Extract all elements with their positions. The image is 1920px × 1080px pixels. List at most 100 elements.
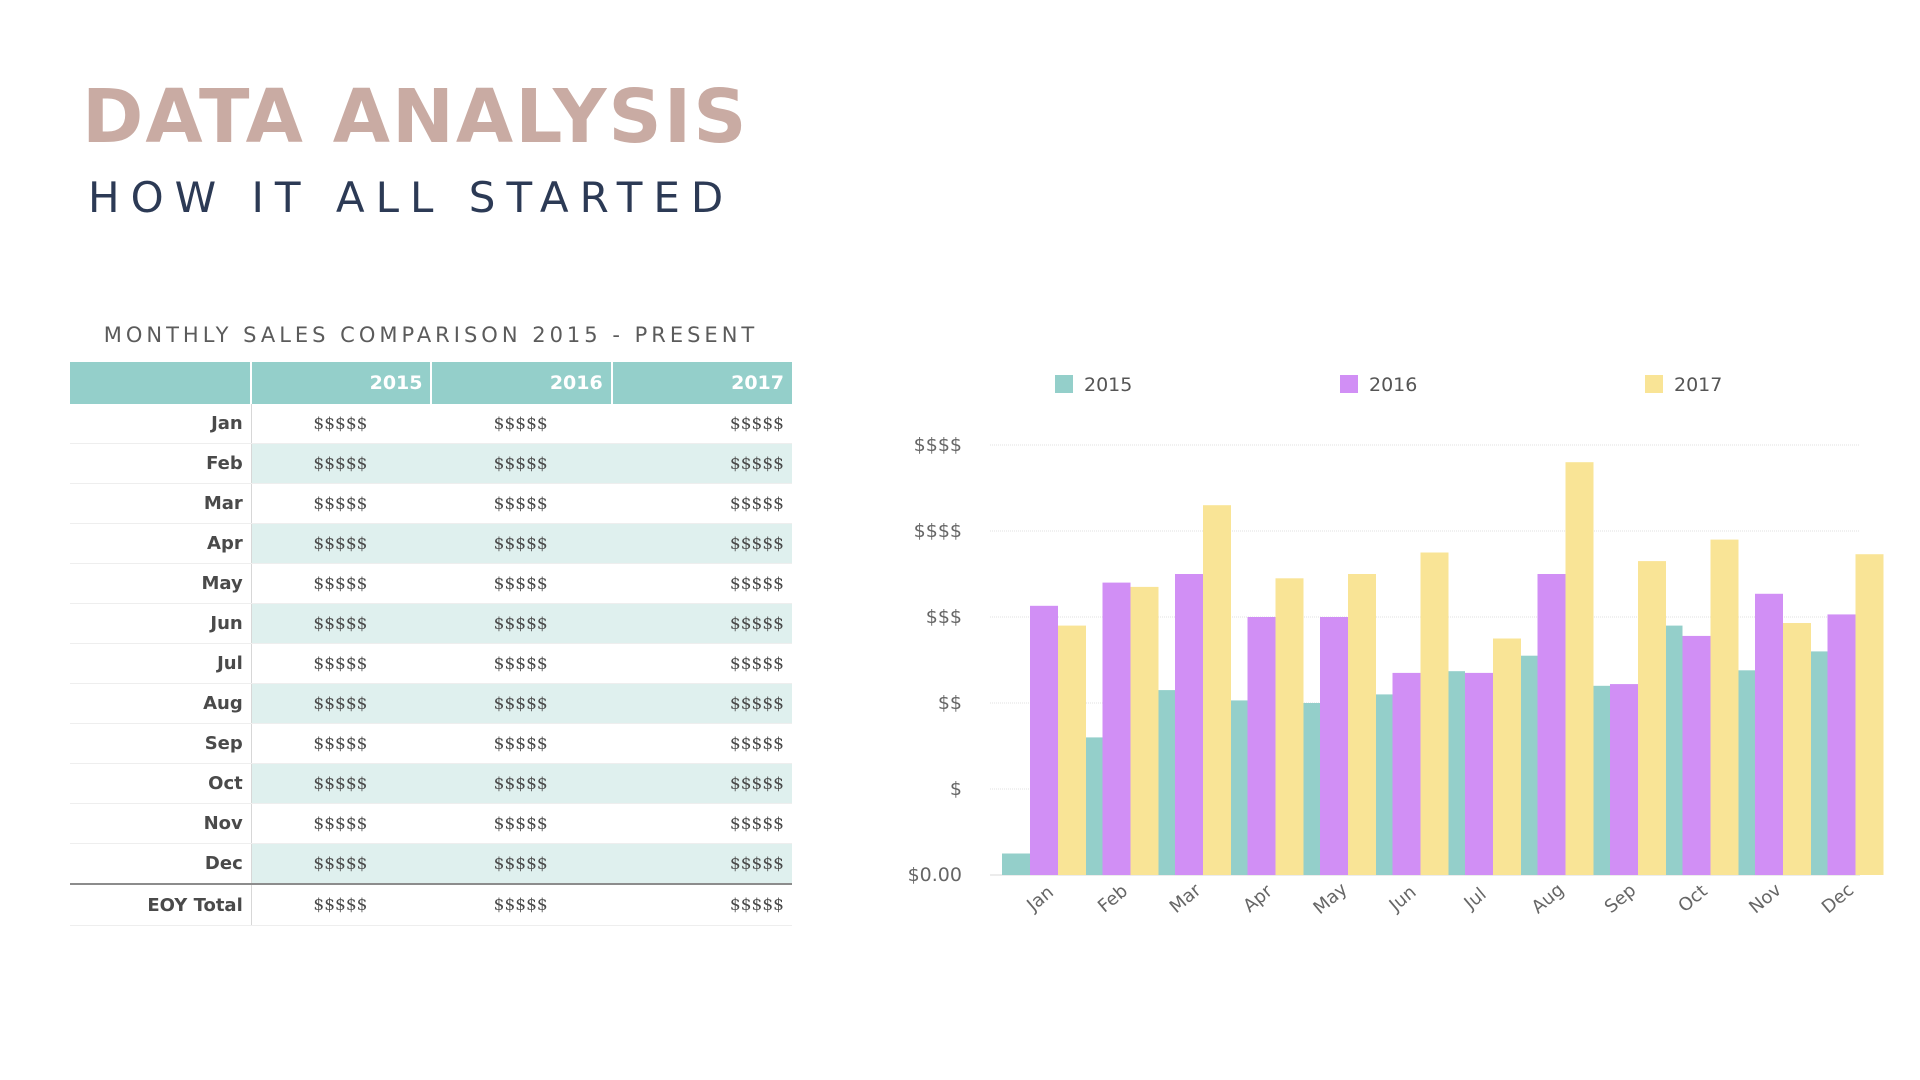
bar-2016-apr xyxy=(1247,617,1276,875)
bar-2017-jul xyxy=(1493,638,1521,875)
table-header-row: 2015 2016 2017 xyxy=(70,362,792,404)
bar-2017-nov xyxy=(1783,623,1811,875)
table-cell: $$$$$ xyxy=(611,483,792,524)
bar-2016-jan xyxy=(1030,605,1058,875)
table-cell: $$$$$ xyxy=(431,803,612,844)
bar-2017-feb xyxy=(1130,586,1159,875)
legend-swatch-2016 xyxy=(1340,375,1358,393)
table-cell: $$$$$ xyxy=(611,803,792,844)
x-tick-label: Sep xyxy=(1601,880,1640,918)
table-cell: $$$$$ xyxy=(251,603,432,644)
y-tick-label: $$$$ xyxy=(914,434,962,456)
x-tick-label: Apr xyxy=(1239,880,1277,916)
row-month-label: May xyxy=(70,563,252,604)
table-body: Jan $$$$$ $$$$$ $$$$$ Feb $$$$$ $$$$$ $$$$$ Mar $… xyxy=(70,404,792,926)
table-cell: $$$$$ xyxy=(431,523,612,564)
table-cell: $$$$$ xyxy=(611,643,792,684)
table-header-cell xyxy=(70,362,253,404)
table-cell: $$$$$ xyxy=(251,643,432,684)
x-tick-label: Nov xyxy=(1745,879,1786,918)
table-row: Jun $$$$$ $$$$$ $$$$$ xyxy=(70,603,792,644)
x-tick-label: Jun xyxy=(1385,882,1421,917)
table-row: Jul $$$$$ $$$$$ $$$$$ xyxy=(70,643,792,684)
total-label: EOY Total xyxy=(70,883,252,926)
table-cell: $$$$$ xyxy=(611,723,792,764)
table-header-cell: 2016 xyxy=(431,362,613,404)
y-tick-label: $$$ xyxy=(926,606,962,628)
row-month-label: Mar xyxy=(70,483,252,524)
row-month-label: Jan xyxy=(70,404,252,444)
bar-2016-nov xyxy=(1755,593,1783,875)
row-month-label: Jun xyxy=(70,603,252,644)
total-cell: $$$$$ xyxy=(431,883,612,926)
x-tick-label: Mar xyxy=(1166,879,1206,917)
table-cell: $$$$$ xyxy=(611,404,792,444)
legend-label: 2017 xyxy=(1674,374,1722,396)
y-tick-label: $$$$ xyxy=(914,520,962,542)
bar-2017-mar xyxy=(1203,505,1231,875)
bar-2017-apr xyxy=(1275,578,1304,875)
x-tick-label: Aug xyxy=(1528,879,1568,918)
table-cell: $$$$$ xyxy=(611,563,792,604)
table-cell: $$$$$ xyxy=(251,483,432,524)
row-month-label: Apr xyxy=(70,523,252,564)
row-month-label: Sep xyxy=(70,723,252,764)
table-cell: $$$$$ xyxy=(251,523,432,564)
total-cell: $$$$$ xyxy=(251,883,432,926)
row-month-label: Feb xyxy=(70,443,252,484)
table-cell: $$$$$ xyxy=(431,643,612,684)
table-cell: $$$$$ xyxy=(611,603,792,644)
y-tick-label: $0.00 xyxy=(908,864,962,886)
bar-2016-sep xyxy=(1610,684,1638,875)
table-row: Feb $$$$$ $$$$$ $$$$$ xyxy=(70,443,792,484)
x-tick-label: Feb xyxy=(1094,880,1132,917)
table-row: Nov $$$$$ $$$$$ $$$$$ xyxy=(70,803,792,844)
bar-2016-aug xyxy=(1537,574,1566,875)
table-title: MONTHLY SALES COMPARISON 2015 - PRESENT xyxy=(103,323,759,347)
table-cell: $$$$$ xyxy=(251,723,432,764)
row-month-label: Oct xyxy=(70,763,252,804)
table-row: Aug $$$$$ $$$$$ $$$$$ xyxy=(70,683,792,724)
table-cell: $$$$$ xyxy=(251,404,432,444)
bar-2016-jul xyxy=(1465,672,1493,875)
bar-2017-jun xyxy=(1420,552,1449,875)
table-cell: $$$$$ xyxy=(611,443,792,484)
legend-swatch-2017 xyxy=(1645,375,1663,393)
table-cell: $$$$$ xyxy=(251,763,432,804)
row-month-label: Dec xyxy=(70,843,252,885)
row-month-label: Aug xyxy=(70,683,252,724)
table-cell: $$$$$ xyxy=(251,563,432,604)
bar-2017-aug xyxy=(1565,462,1594,875)
table-row: Apr $$$$$ $$$$$ $$$$$ xyxy=(70,523,792,564)
legend-label: 2016 xyxy=(1369,374,1417,396)
y-tick-label: $$ xyxy=(938,692,962,714)
table-cell: $$$$$ xyxy=(431,443,612,484)
bar-2016-oct xyxy=(1682,635,1711,875)
bar-2017-dec xyxy=(1855,554,1884,875)
total-cell: $$$$$ xyxy=(611,883,792,926)
row-month-label: Jul xyxy=(70,643,252,684)
bar-2016-may xyxy=(1320,617,1348,875)
table-cell: $$$$$ xyxy=(431,404,612,444)
x-tick-label: Jan xyxy=(1022,882,1058,917)
bar-2015-jan xyxy=(1002,853,1030,875)
page-title: DATA ANALYSIS xyxy=(82,74,749,160)
table-cell: $$$$$ xyxy=(251,803,432,844)
bar-2017-jan xyxy=(1058,625,1086,875)
table-row: May $$$$$ $$$$$ $$$$$ xyxy=(70,563,792,604)
bar-2017-sep xyxy=(1638,561,1666,875)
legend-label: 2015 xyxy=(1084,374,1132,396)
table-header-cell: 2017 xyxy=(731,372,784,394)
table-cell: $$$$$ xyxy=(431,843,612,885)
table-cell: $$$$$ xyxy=(611,843,792,885)
table-total-row: EOY Total $$$$$ $$$$$ $$$$$ xyxy=(70,883,792,926)
page-subtitle: HOW IT ALL STARTED xyxy=(88,173,735,222)
table-header-cell: 2015 xyxy=(251,362,433,404)
x-tick-label: Jul xyxy=(1460,884,1491,915)
table-cell: $$$$$ xyxy=(431,723,612,764)
bar-2016-jun xyxy=(1392,672,1421,875)
table-cell: $$$$$ xyxy=(431,603,612,644)
table-cell: $$$$$ xyxy=(611,523,792,564)
table-cell: $$$$$ xyxy=(251,843,432,885)
y-tick-label: $ xyxy=(950,778,962,800)
